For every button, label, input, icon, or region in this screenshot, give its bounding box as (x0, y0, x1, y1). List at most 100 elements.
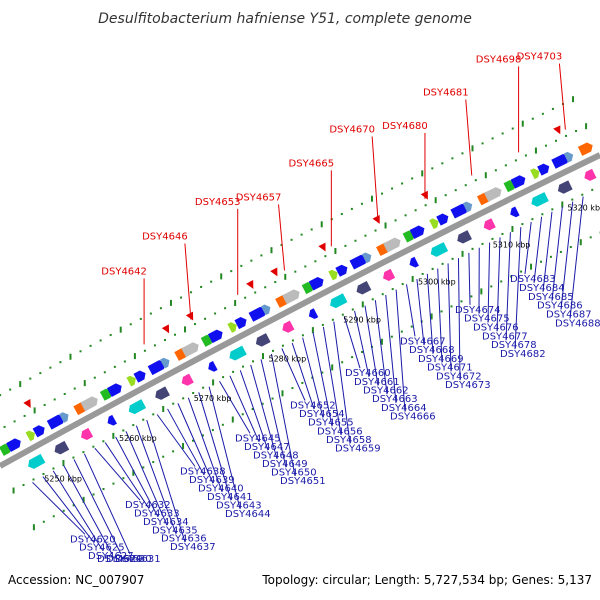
leader-line (115, 436, 159, 518)
tick-mark (370, 195, 373, 202)
tick-mark (12, 487, 15, 494)
gene-label-above[interactable]: DSY4670 (329, 124, 375, 135)
gene-arrow (510, 206, 520, 218)
gene-label-above[interactable]: DSY4680 (382, 121, 428, 132)
tick-mark (464, 184, 467, 187)
gene-label-below[interactable]: DSY4636 (161, 534, 207, 545)
leader-line (487, 242, 491, 323)
gene-label-below[interactable]: DSY4631 (115, 554, 161, 565)
marker-icon (372, 214, 380, 224)
gene-label-below[interactable]: DSY4672 (436, 371, 482, 382)
gene-label-below[interactable]: DSY4673 (445, 380, 491, 391)
gene-label-above[interactable]: DSY4703 (517, 52, 563, 63)
tick-mark (180, 296, 183, 299)
gene-label-below[interactable]: DSY4630 (106, 554, 152, 565)
leader-line (42, 476, 95, 543)
gene-label-below[interactable]: DSY4648 (253, 450, 299, 461)
gene-label-below[interactable]: DSY4650 (271, 467, 317, 478)
tick-mark (430, 313, 433, 320)
gene-label-below[interactable]: DSY4669 (418, 354, 464, 365)
gene-label-below[interactable]: DSY4685 (528, 292, 574, 303)
gene-label-below[interactable]: DSY4678 (491, 340, 537, 351)
gene-label-below[interactable]: DSY4644 (225, 509, 271, 520)
gene-arrow (409, 225, 425, 239)
gene-label-below[interactable]: DSY4625 (79, 543, 125, 554)
gene-label-below[interactable]: DSY4676 (473, 323, 519, 334)
gene-label-below[interactable]: DSY4643 (216, 500, 262, 511)
tick-mark (549, 255, 552, 258)
gene-label-below[interactable]: DSY4668 (409, 345, 455, 356)
gene-label-below[interactable]: DSY4639 (189, 475, 235, 486)
gene-label-below[interactable]: DSY4629 (97, 554, 143, 565)
gene-label-below[interactable]: DSY4675 (464, 314, 510, 325)
leader-line (239, 370, 269, 451)
gene-arrow (483, 218, 496, 231)
gene-label-below[interactable]: DSY4637 (170, 542, 216, 553)
gene-arrow (584, 168, 597, 181)
gene-label-below[interactable]: DSY4674 (455, 305, 501, 316)
gene-label-below[interactable]: DSY4620 (70, 534, 116, 545)
gene-label-below[interactable]: DSY4633 (134, 509, 180, 520)
gene-label-above[interactable]: DSY4646 (142, 231, 188, 242)
tick-mark (251, 407, 254, 410)
gene-label-below[interactable]: DSY4684 (519, 283, 565, 294)
gene-label-below[interactable]: DSY4662 (363, 386, 409, 397)
gene-label-below[interactable]: DSY4634 (143, 517, 189, 528)
gene-label-above[interactable]: DSY4681 (423, 87, 469, 98)
tick-mark (334, 248, 337, 255)
gene-label-above[interactable]: DSY4642 (101, 266, 147, 277)
gene-arrow (160, 357, 170, 369)
gene-label-below[interactable]: DSY4638 (180, 467, 226, 478)
gene-label-below[interactable]: DSY4649 (262, 459, 308, 470)
leader-line (198, 392, 232, 501)
gene-label-above[interactable]: DSY4657 (236, 192, 282, 203)
gene-label-below[interactable]: DSY4664 (381, 403, 427, 414)
gene-label-below[interactable]: DSY4683 (510, 274, 556, 285)
gene-label-below[interactable]: DSY4682 (500, 349, 546, 360)
gene-label-below[interactable]: DSY4632 (125, 500, 171, 511)
gene-label-below[interactable]: DSY4645 (235, 433, 281, 444)
gene-label-below[interactable]: DSY4647 (244, 442, 290, 453)
gene-label-below[interactable]: DSY4652 (290, 401, 336, 412)
gene-label-below[interactable]: DSY4651 (280, 476, 326, 487)
tick-mark (119, 326, 122, 333)
tick-mark (73, 387, 76, 390)
gene-label-below[interactable]: DSY4666 (390, 412, 436, 423)
gene-label-below[interactable]: DSY4635 (152, 525, 198, 536)
gene-label-below[interactable]: DSY4663 (372, 394, 418, 405)
gene-label-below[interactable]: DSY4688 (555, 319, 600, 330)
tick-mark (344, 244, 347, 247)
leader-line (229, 375, 260, 442)
gene-label-below[interactable]: DSY4686 (537, 301, 583, 312)
gene-label-below[interactable]: DSY4641 (207, 492, 253, 503)
gene-label-above[interactable]: DSY4665 (289, 158, 335, 169)
leader-line (416, 279, 425, 346)
gene-arrow (430, 242, 449, 257)
gene-label-below[interactable]: DSY4656 (317, 426, 363, 437)
gene-label-below[interactable]: DSY4661 (354, 377, 400, 388)
tick-mark (434, 197, 437, 204)
gene-arrow (234, 317, 247, 330)
gene-label-below[interactable]: DSY4658 (326, 435, 372, 446)
tick-mark (321, 323, 324, 326)
gene-label-below[interactable]: DSY4671 (427, 363, 473, 374)
gene-arrow (260, 304, 271, 316)
gene-label-below[interactable]: DSY4659 (335, 444, 381, 455)
gene-label-above[interactable]: DSY4698 (476, 54, 522, 65)
leader-line (558, 63, 566, 130)
gene-label-below[interactable]: DSY4660 (345, 368, 391, 379)
marker-icon (161, 324, 170, 334)
gene-label-above[interactable]: DSY4653 (195, 197, 241, 208)
gene-label-below[interactable]: DSY4687 (546, 310, 592, 321)
gene-label-below[interactable]: DSY4655 (308, 418, 354, 429)
tick-mark (3, 425, 6, 428)
tick-mark (142, 466, 145, 469)
tick-mark (501, 232, 504, 235)
gene-label-below[interactable]: DSY4640 (198, 483, 244, 494)
gene-label-below[interactable]: DSY4667 (400, 336, 446, 347)
gene-label-below[interactable]: DSY4677 (482, 331, 528, 342)
tick-mark (280, 244, 283, 247)
gene-label-below[interactable]: DSY4627 (88, 551, 134, 562)
gene-label-below[interactable]: DSY4654 (299, 409, 345, 420)
